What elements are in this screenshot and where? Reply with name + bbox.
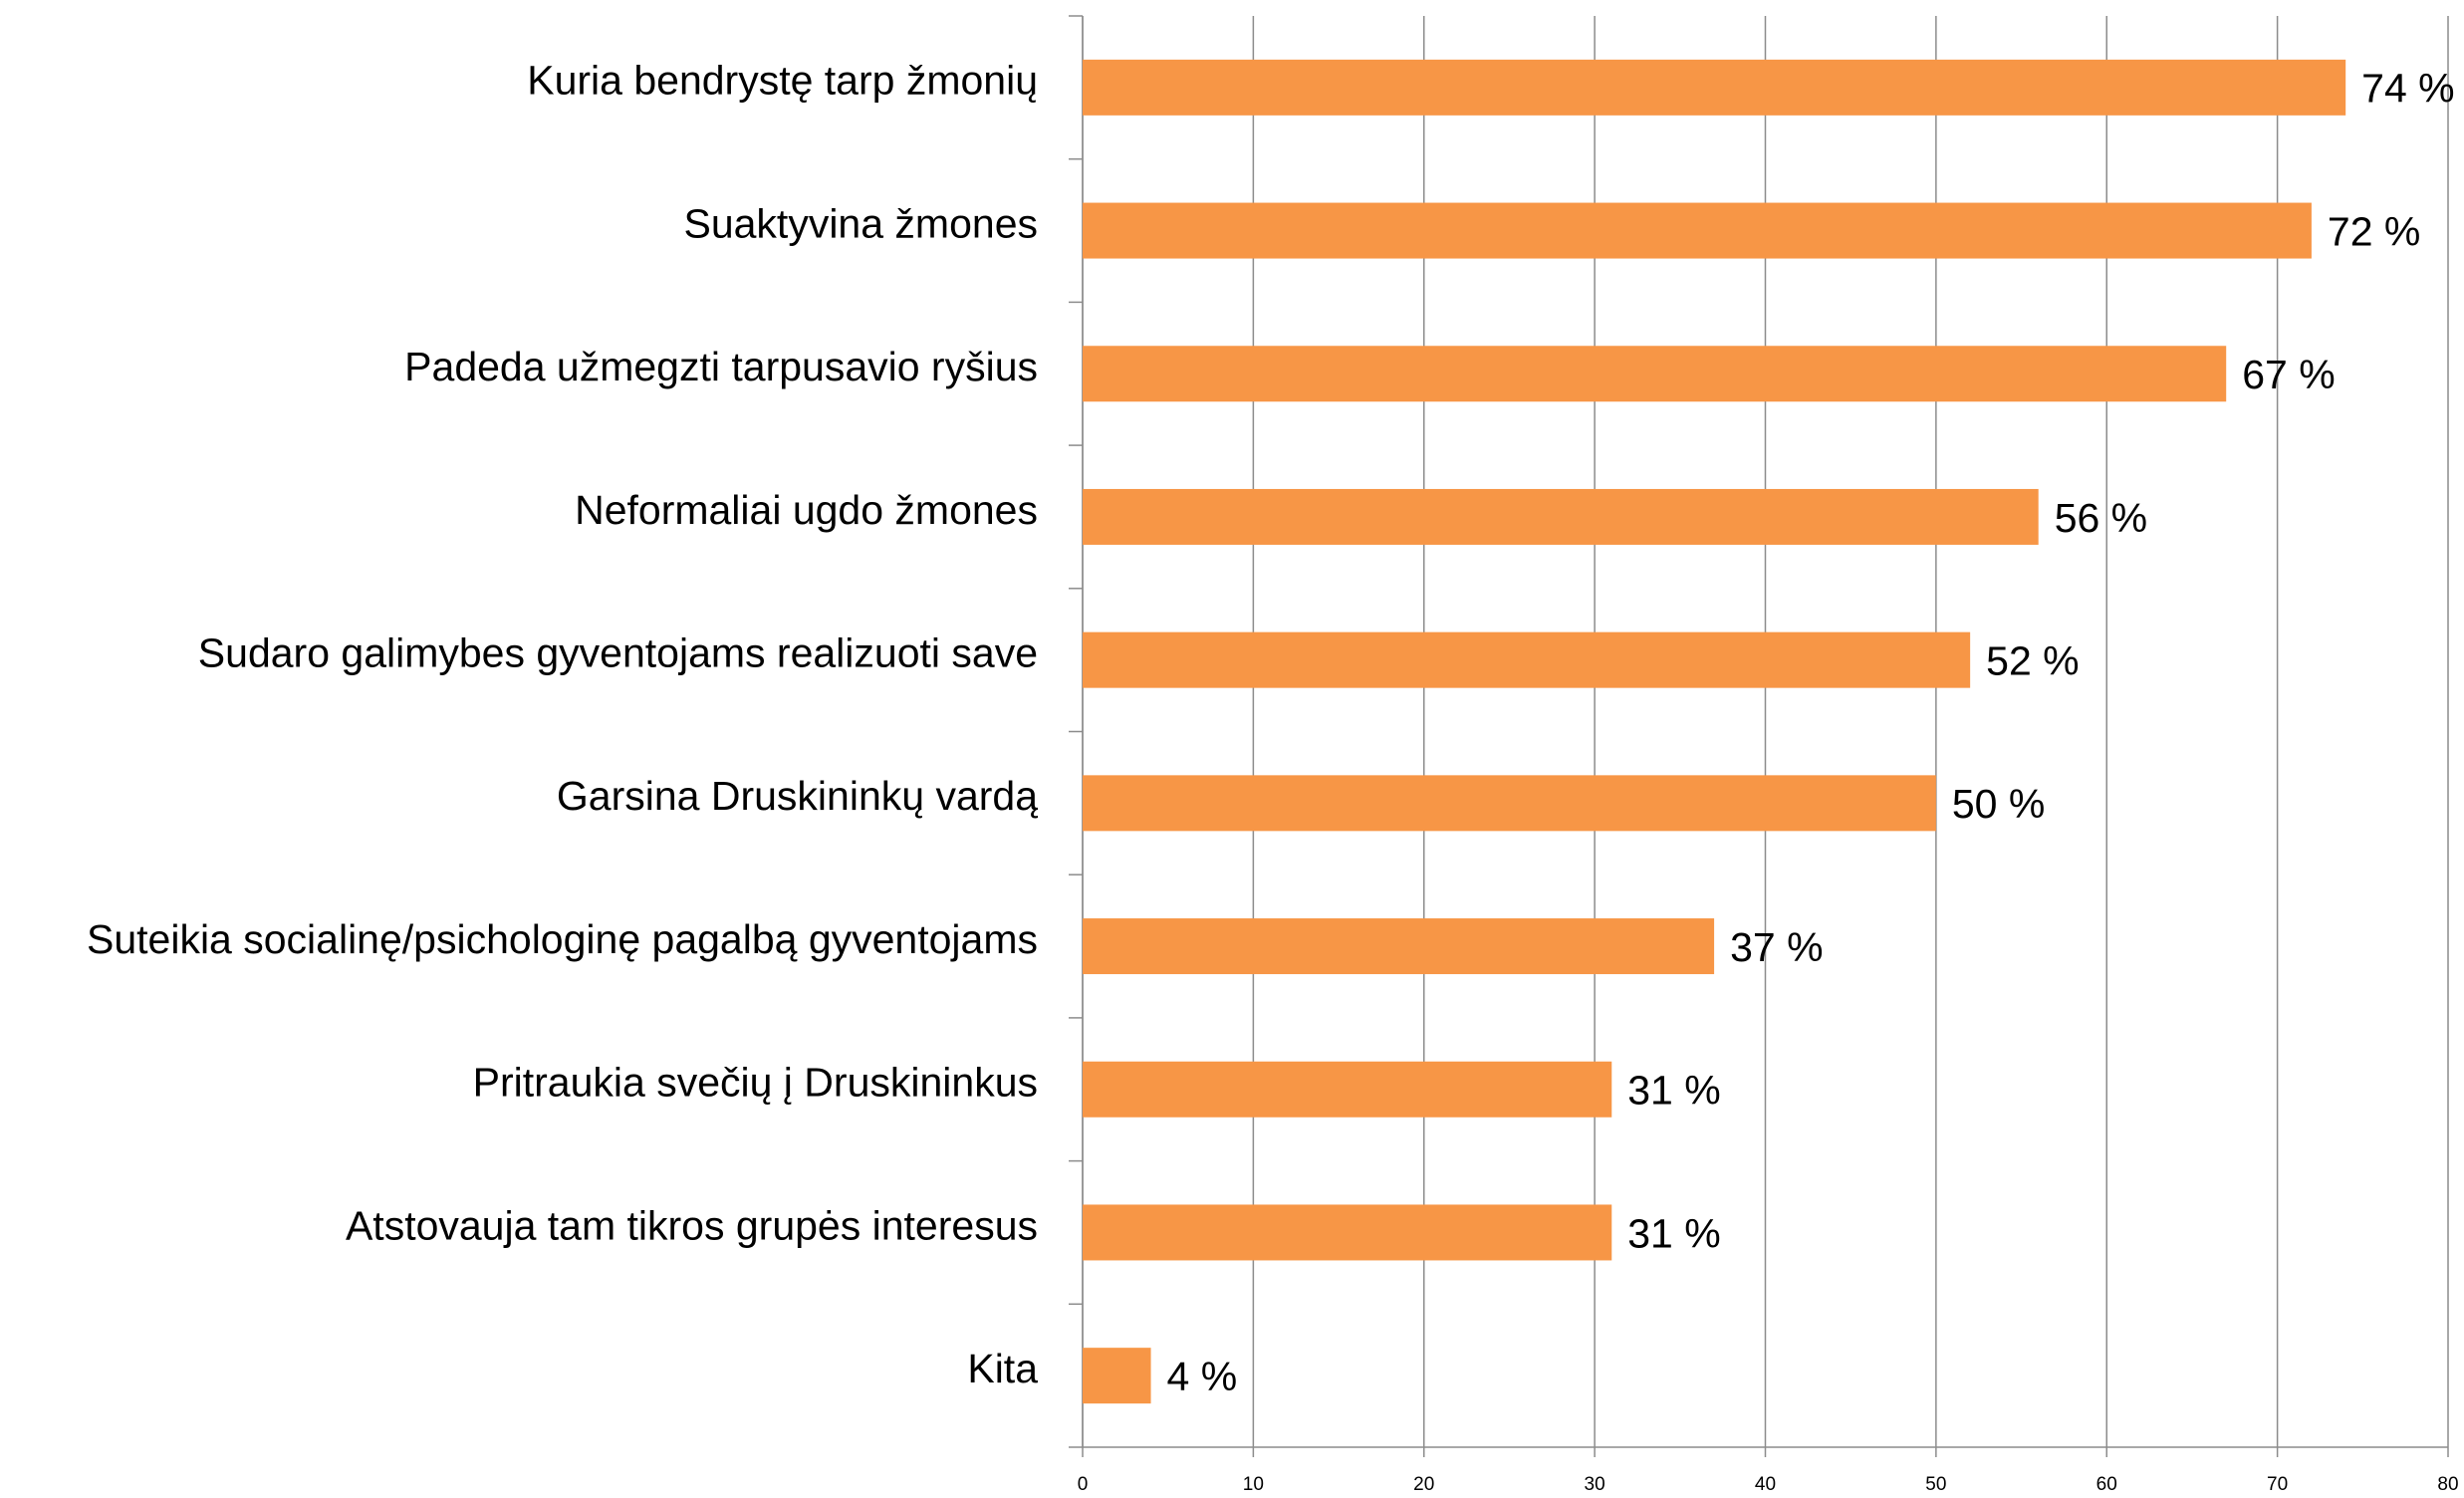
category-label: Pritraukia svečių į Druskininkus — [473, 1060, 1038, 1106]
value-label: 31 % — [1627, 1068, 1720, 1114]
value-label: 4 % — [1167, 1354, 1238, 1399]
category-label: Suaktyvina žmones — [683, 200, 1038, 246]
category-label: Suteikia socialinę/psichologinę pagalbą … — [87, 916, 1038, 962]
value-label: 72 % — [2328, 208, 2420, 254]
bar — [1083, 1204, 1612, 1261]
category-label: Sudaro galimybes gyventojams realizuoti … — [198, 629, 1038, 675]
bar — [1083, 775, 1936, 832]
bar — [1083, 918, 1715, 975]
x-tick-label: 10 — [1243, 1474, 1264, 1495]
category-label: Garsina Druskininkų vardą — [557, 773, 1038, 819]
bar — [1083, 59, 2346, 116]
value-label: 31 % — [1627, 1210, 1720, 1256]
x-tick-label: 0 — [1078, 1474, 1089, 1495]
bar — [1083, 202, 2312, 259]
x-tick-label: 20 — [1413, 1474, 1434, 1495]
value-label: 56 % — [2055, 495, 2147, 541]
category-label: Neformaliai ugdo žmones — [575, 487, 1038, 533]
category-label: Kuria bendrystę tarp žmonių — [527, 58, 1038, 104]
bar — [1083, 1348, 1151, 1404]
bar — [1083, 631, 1971, 688]
x-tick-label: 50 — [1925, 1474, 1946, 1495]
value-label: 50 % — [1952, 781, 2045, 827]
x-tick-label: 70 — [2267, 1474, 2288, 1495]
value-label: 37 % — [1730, 924, 1823, 970]
x-tick-label: 80 — [2437, 1474, 2458, 1495]
category-label: Padeda užmegzti tarpusavio ryšius — [404, 344, 1038, 389]
bar — [1083, 1061, 1612, 1118]
value-label: 52 % — [1986, 637, 2079, 683]
x-tick-label: 60 — [2096, 1474, 2117, 1495]
bar — [1083, 488, 2039, 545]
category-label: Kita — [967, 1346, 1038, 1391]
bar — [1083, 346, 2227, 402]
category-label: Atstovauja tam tikros grupės interesus — [346, 1202, 1038, 1248]
x-tick-label: 40 — [1755, 1474, 1776, 1495]
x-tick-label: 30 — [1585, 1474, 1605, 1495]
value-label: 74 % — [2361, 66, 2454, 112]
value-label: 67 % — [2242, 352, 2335, 397]
